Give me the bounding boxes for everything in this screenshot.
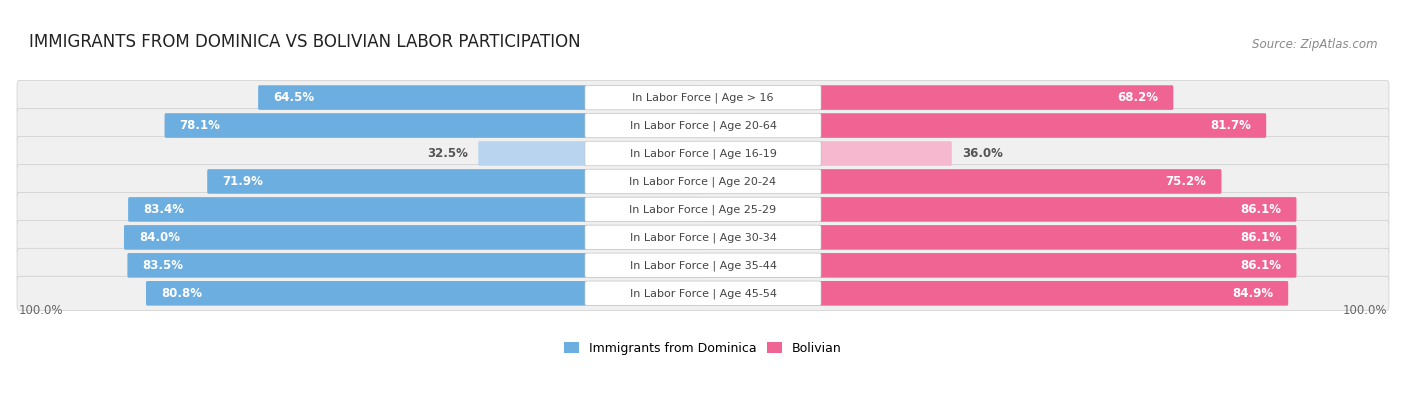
FancyBboxPatch shape bbox=[17, 109, 1389, 143]
FancyBboxPatch shape bbox=[702, 141, 952, 166]
FancyBboxPatch shape bbox=[17, 81, 1389, 115]
Text: In Labor Force | Age 25-29: In Labor Force | Age 25-29 bbox=[630, 204, 776, 214]
FancyBboxPatch shape bbox=[585, 281, 821, 306]
FancyBboxPatch shape bbox=[702, 113, 1267, 138]
Text: 80.8%: 80.8% bbox=[160, 287, 202, 300]
FancyBboxPatch shape bbox=[478, 141, 704, 166]
Text: In Labor Force | Age 30-34: In Labor Force | Age 30-34 bbox=[630, 232, 776, 243]
FancyBboxPatch shape bbox=[17, 192, 1389, 226]
Text: 64.5%: 64.5% bbox=[273, 91, 314, 104]
FancyBboxPatch shape bbox=[702, 169, 1222, 194]
FancyBboxPatch shape bbox=[585, 113, 821, 138]
FancyBboxPatch shape bbox=[17, 164, 1389, 199]
FancyBboxPatch shape bbox=[585, 141, 821, 166]
Text: 36.0%: 36.0% bbox=[962, 147, 1002, 160]
Text: 86.1%: 86.1% bbox=[1240, 259, 1282, 272]
Text: In Labor Force | Age > 16: In Labor Force | Age > 16 bbox=[633, 92, 773, 103]
FancyBboxPatch shape bbox=[17, 136, 1389, 171]
FancyBboxPatch shape bbox=[17, 248, 1389, 282]
FancyBboxPatch shape bbox=[585, 197, 821, 222]
Text: In Labor Force | Age 20-24: In Labor Force | Age 20-24 bbox=[630, 176, 776, 187]
Text: 84.0%: 84.0% bbox=[139, 231, 180, 244]
Text: 83.5%: 83.5% bbox=[142, 259, 183, 272]
Text: 81.7%: 81.7% bbox=[1211, 119, 1251, 132]
FancyBboxPatch shape bbox=[207, 169, 704, 194]
Text: 83.4%: 83.4% bbox=[143, 203, 184, 216]
FancyBboxPatch shape bbox=[17, 276, 1389, 310]
FancyBboxPatch shape bbox=[146, 281, 704, 306]
Text: IMMIGRANTS FROM DOMINICA VS BOLIVIAN LABOR PARTICIPATION: IMMIGRANTS FROM DOMINICA VS BOLIVIAN LAB… bbox=[28, 34, 581, 51]
Text: Source: ZipAtlas.com: Source: ZipAtlas.com bbox=[1251, 38, 1378, 51]
Text: In Labor Force | Age 16-19: In Labor Force | Age 16-19 bbox=[630, 148, 776, 159]
FancyBboxPatch shape bbox=[702, 85, 1174, 110]
FancyBboxPatch shape bbox=[702, 197, 1296, 222]
Text: In Labor Force | Age 35-44: In Labor Force | Age 35-44 bbox=[630, 260, 776, 271]
Text: 75.2%: 75.2% bbox=[1166, 175, 1206, 188]
Text: 86.1%: 86.1% bbox=[1240, 231, 1282, 244]
FancyBboxPatch shape bbox=[165, 113, 704, 138]
FancyBboxPatch shape bbox=[585, 225, 821, 250]
Text: 78.1%: 78.1% bbox=[180, 119, 221, 132]
FancyBboxPatch shape bbox=[128, 253, 704, 278]
Text: 68.2%: 68.2% bbox=[1118, 91, 1159, 104]
FancyBboxPatch shape bbox=[585, 85, 821, 110]
FancyBboxPatch shape bbox=[128, 197, 704, 222]
FancyBboxPatch shape bbox=[124, 225, 704, 250]
Text: In Labor Force | Age 45-54: In Labor Force | Age 45-54 bbox=[630, 288, 776, 299]
Legend: Immigrants from Dominica, Bolivian: Immigrants from Dominica, Bolivian bbox=[564, 342, 842, 355]
Text: 100.0%: 100.0% bbox=[20, 304, 63, 317]
FancyBboxPatch shape bbox=[702, 225, 1296, 250]
FancyBboxPatch shape bbox=[17, 220, 1389, 254]
Text: In Labor Force | Age 20-64: In Labor Force | Age 20-64 bbox=[630, 120, 776, 131]
Text: 84.9%: 84.9% bbox=[1232, 287, 1274, 300]
Text: 32.5%: 32.5% bbox=[427, 147, 468, 160]
FancyBboxPatch shape bbox=[259, 85, 704, 110]
Text: 71.9%: 71.9% bbox=[222, 175, 263, 188]
FancyBboxPatch shape bbox=[585, 253, 821, 278]
FancyBboxPatch shape bbox=[702, 253, 1296, 278]
FancyBboxPatch shape bbox=[585, 169, 821, 194]
Text: 100.0%: 100.0% bbox=[1343, 304, 1386, 317]
FancyBboxPatch shape bbox=[702, 281, 1288, 306]
Text: 86.1%: 86.1% bbox=[1240, 203, 1282, 216]
